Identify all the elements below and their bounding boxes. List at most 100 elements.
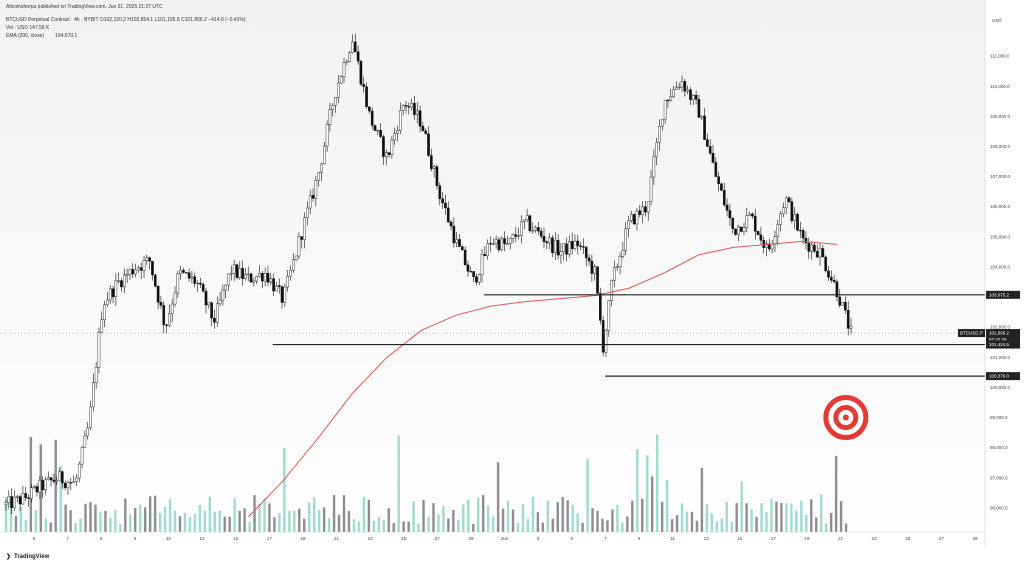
candle-body — [830, 277, 833, 281]
candle-body — [61, 471, 64, 484]
candle-body — [469, 271, 473, 273]
candle-body — [568, 241, 571, 255]
candle-body — [461, 246, 464, 251]
candle-body — [813, 244, 816, 252]
volume-bar — [690, 511, 694, 532]
candle-body — [280, 286, 284, 303]
candle-body — [584, 247, 588, 259]
candle-body — [410, 103, 413, 108]
x-tick-label: 7 — [66, 536, 69, 541]
candle-body — [506, 243, 509, 245]
price-tag-box — [986, 329, 1020, 344]
candle-body — [475, 276, 478, 283]
candle-body — [117, 280, 120, 282]
volume-bar — [69, 510, 72, 532]
candle-body — [787, 197, 791, 202]
volume-bar — [362, 496, 366, 532]
volume-bar — [432, 503, 435, 532]
volume-bar — [397, 435, 400, 532]
volume-bar — [576, 513, 579, 532]
y-tick-layer: 111,000.0 110,000.0 109,000.0 108,000.0 107,… — [990, 54, 1011, 511]
candle-body — [382, 136, 385, 157]
candle-body — [734, 228, 737, 235]
volume-bar — [650, 476, 654, 532]
candle-body — [221, 289, 225, 301]
x-tick-label: 27 — [435, 536, 441, 541]
candle-body — [32, 486, 36, 488]
candle-body — [404, 105, 408, 107]
candle-body — [497, 239, 501, 251]
volume-bar — [511, 509, 515, 532]
candle-body — [277, 285, 281, 287]
candle-body — [565, 243, 568, 255]
volume-bar — [173, 510, 177, 532]
volume-bar — [273, 517, 276, 532]
y-tick-label: 110,000.0 — [990, 84, 1010, 89]
candle-body — [500, 238, 504, 251]
candle-body — [649, 176, 653, 202]
volume-bar — [327, 518, 331, 532]
candle-body — [218, 299, 222, 304]
candle-body — [289, 269, 292, 277]
candle-body — [58, 471, 61, 481]
volume-bar — [258, 503, 261, 532]
x-tick-label: 23 — [872, 536, 878, 541]
candle-body — [531, 230, 535, 232]
volume-bar — [462, 504, 465, 532]
candle-body — [77, 463, 81, 479]
volume-bar — [725, 502, 728, 532]
x-tick-label: 21 — [334, 536, 340, 541]
candle-body — [427, 133, 430, 156]
candle-body — [827, 270, 830, 278]
volume-bar — [556, 502, 559, 532]
candle-body — [52, 479, 56, 482]
candle-body — [328, 109, 332, 125]
volume-bar — [84, 503, 87, 532]
volume-bar — [680, 503, 684, 532]
volume-bar — [596, 511, 599, 532]
x-tick-label: 3 — [537, 536, 540, 541]
candle-body — [593, 266, 597, 274]
volume-bar — [606, 520, 609, 532]
candle-body — [548, 237, 551, 244]
volume-bar — [342, 495, 346, 532]
candle-body — [779, 213, 782, 225]
candle-body — [844, 302, 847, 311]
candle-body — [353, 41, 357, 52]
candle-body — [249, 273, 253, 283]
candle-body — [737, 226, 740, 235]
candle-body — [339, 76, 343, 84]
candle-body — [503, 238, 506, 244]
candle-body — [672, 89, 675, 97]
candle-body — [528, 215, 532, 231]
candle-body — [604, 330, 608, 353]
candle-body — [230, 273, 233, 275]
candle-body — [261, 273, 264, 282]
candle-body — [269, 278, 273, 283]
volume-bar — [720, 518, 723, 532]
volume-bar — [153, 495, 157, 532]
y-tick-label: 100,000.0 — [990, 385, 1011, 390]
x-tick-label: 13 — [704, 536, 710, 541]
candle-body — [145, 257, 149, 261]
candle-body — [18, 496, 22, 505]
candle-body — [765, 243, 768, 248]
candle-body — [111, 288, 115, 298]
candle-body — [635, 210, 639, 225]
x-tick-label: 15 — [737, 536, 743, 541]
candle-body — [7, 496, 11, 503]
candle-body — [376, 130, 380, 132]
y-tick-label: 107,000.0 — [990, 174, 1011, 179]
candle-body — [511, 234, 515, 239]
candle-body — [159, 302, 163, 306]
candle-body — [748, 213, 751, 216]
candle-body — [446, 207, 450, 223]
volume-bar — [347, 510, 351, 532]
volume-bar — [14, 515, 18, 532]
candle-body — [615, 266, 619, 268]
volume-bar — [467, 499, 470, 532]
candle-body — [348, 52, 351, 62]
volume-bar — [844, 523, 848, 532]
volume-bar — [357, 521, 361, 532]
